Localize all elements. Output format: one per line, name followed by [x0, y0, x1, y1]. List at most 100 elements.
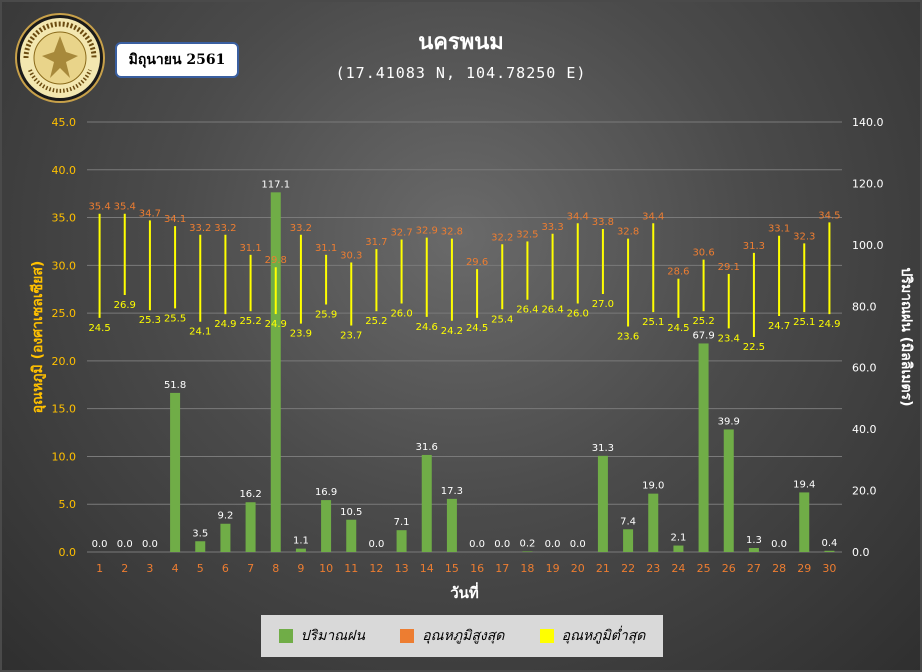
tmin-data-label: 27.0 — [592, 299, 614, 310]
rain-bar — [245, 502, 256, 552]
rain-data-label: 7.1 — [394, 517, 410, 528]
tmin-data-label: 23.4 — [718, 333, 740, 344]
tmin-data-label: 23.6 — [617, 331, 639, 342]
tmin-data-label: 25.1 — [793, 317, 815, 328]
x-tick-label: 2 — [121, 562, 128, 575]
chart-subtitle: (17.41083 N, 104.78250 E) — [335, 64, 587, 82]
tmax-data-label: 32.7 — [390, 228, 412, 239]
x-tick-label: 3 — [146, 562, 153, 575]
x-tick-label: 26 — [722, 562, 736, 575]
tmax-data-label: 35.4 — [88, 202, 110, 213]
tmax-data-label: 33.2 — [214, 223, 236, 234]
rain-bar — [673, 545, 684, 552]
tmin-data-label: 24.9 — [265, 319, 287, 330]
rain-data-label: 0.2 — [519, 538, 535, 549]
x-axis-title: วันที่ — [450, 582, 479, 602]
tmax-data-label: 30.6 — [692, 248, 714, 259]
tmax-data-label: 32.2 — [491, 232, 513, 243]
rain-data-label: 67.9 — [692, 330, 714, 341]
x-tick-label: 14 — [420, 562, 434, 575]
rain-data-label: 0.4 — [821, 538, 837, 549]
x-tick-label: 17 — [495, 562, 509, 575]
rain-data-label: 1.3 — [746, 535, 762, 546]
rain-bar — [446, 498, 457, 552]
x-tick-label: 13 — [395, 562, 409, 575]
plot-area: 0.05.010.015.020.025.030.035.040.045.00.… — [30, 116, 914, 602]
tmin-data-label: 25.9 — [315, 310, 337, 321]
tmin-data-label: 24.5 — [88, 323, 110, 334]
tmax-data-label: 28.6 — [667, 267, 689, 278]
y-right-tick-label: 0.0 — [852, 546, 870, 559]
rain-data-label: 3.5 — [192, 528, 208, 539]
legend-item-rain: ปริมาณฝน — [278, 625, 365, 647]
tmax-data-label: 33.2 — [189, 223, 211, 234]
tmax-data-label: 33.3 — [541, 222, 563, 233]
x-tick-label: 22 — [621, 562, 635, 575]
tmin-data-label: 25.2 — [692, 316, 714, 327]
rain-data-label: 16.2 — [239, 489, 261, 500]
tmax-data-label: 30.3 — [340, 250, 362, 261]
y-left-tick-label: 20.0 — [52, 355, 77, 368]
tmin-data-label: 24.5 — [667, 323, 689, 334]
y-left-tick-label: 30.0 — [52, 259, 77, 272]
x-tick-label: 4 — [172, 562, 179, 575]
tmax-data-label: 33.2 — [290, 223, 312, 234]
tmin-data-label: 24.9 — [818, 319, 840, 330]
x-tick-label: 16 — [470, 562, 484, 575]
rain-data-label: 1.1 — [293, 536, 309, 547]
legend-swatch-rain — [278, 629, 293, 643]
y-left-tick-label: 40.0 — [52, 164, 77, 177]
rain-data-label: 31.6 — [416, 442, 438, 453]
tmax-data-label: 29.6 — [466, 257, 488, 268]
y-right-tick-label: 60.0 — [852, 362, 877, 375]
legend-item-tmin: อุณหภูมิต่ำสุด — [539, 625, 646, 647]
tmin-data-label: 26.9 — [114, 300, 136, 311]
rain-data-label: 17.3 — [441, 486, 463, 497]
rain-data-label: 0.0 — [92, 539, 108, 550]
legend-label-tmax: อุณหภูมิสูงสุด — [422, 628, 505, 644]
tmin-data-label: 24.2 — [441, 326, 463, 337]
x-tick-label: 8 — [272, 562, 279, 575]
x-tick-label: 18 — [520, 562, 534, 575]
tmin-data-label: 25.1 — [642, 317, 664, 328]
rain-data-label: 2.1 — [670, 533, 686, 544]
x-tick-label: 7 — [247, 562, 254, 575]
legend-label-rain: ปริมาณฝน — [300, 628, 365, 644]
tmin-data-label: 23.7 — [340, 331, 362, 342]
rain-bar — [421, 454, 432, 552]
x-tick-label: 21 — [596, 562, 610, 575]
tmin-data-label: 22.5 — [743, 342, 765, 353]
rain-bar — [270, 192, 281, 553]
rain-data-label: 0.0 — [771, 539, 787, 550]
rain-data-label: 0.0 — [117, 539, 133, 550]
rain-data-label: 19.0 — [642, 481, 664, 492]
legend: ปริมาณฝน อุณหภูมิสูงสุด อุณหภูมิต่ำสุด — [261, 615, 663, 657]
x-tick-label: 20 — [571, 562, 585, 575]
tmin-data-label: 25.4 — [491, 314, 513, 325]
rain-data-label: 10.5 — [340, 507, 362, 518]
tmax-data-label: 29.1 — [718, 262, 740, 273]
x-tick-label: 6 — [222, 562, 229, 575]
y-right-tick-label: 140.0 — [852, 116, 884, 129]
tmax-data-label: 32.8 — [441, 227, 463, 238]
y-right-tick-label: 120.0 — [852, 177, 884, 190]
tmax-data-label: 32.5 — [516, 229, 538, 240]
tmax-data-label: 32.8 — [617, 227, 639, 238]
x-tick-label: 5 — [197, 562, 204, 575]
y-left-tick-label: 25.0 — [52, 307, 77, 320]
rain-bar — [748, 548, 759, 552]
month-label: มิถุนายน 2561 — [115, 42, 239, 78]
x-tick-label: 11 — [344, 562, 358, 575]
rain-data-label: 0.0 — [494, 539, 510, 550]
rain-bar — [648, 493, 659, 552]
tmax-data-label: 31.3 — [743, 241, 765, 252]
legend-label-tmin: อุณหภูมิต่ำสุด — [561, 628, 646, 644]
y-right-tick-label: 40.0 — [852, 423, 877, 436]
tmax-data-label: 34.4 — [567, 211, 589, 222]
x-tick-label: 15 — [445, 562, 459, 575]
x-tick-label: 30 — [822, 562, 836, 575]
legend-swatch-tmax — [400, 629, 415, 643]
tmin-data-label: 25.3 — [139, 315, 161, 326]
rain-data-label: 19.4 — [793, 479, 815, 490]
